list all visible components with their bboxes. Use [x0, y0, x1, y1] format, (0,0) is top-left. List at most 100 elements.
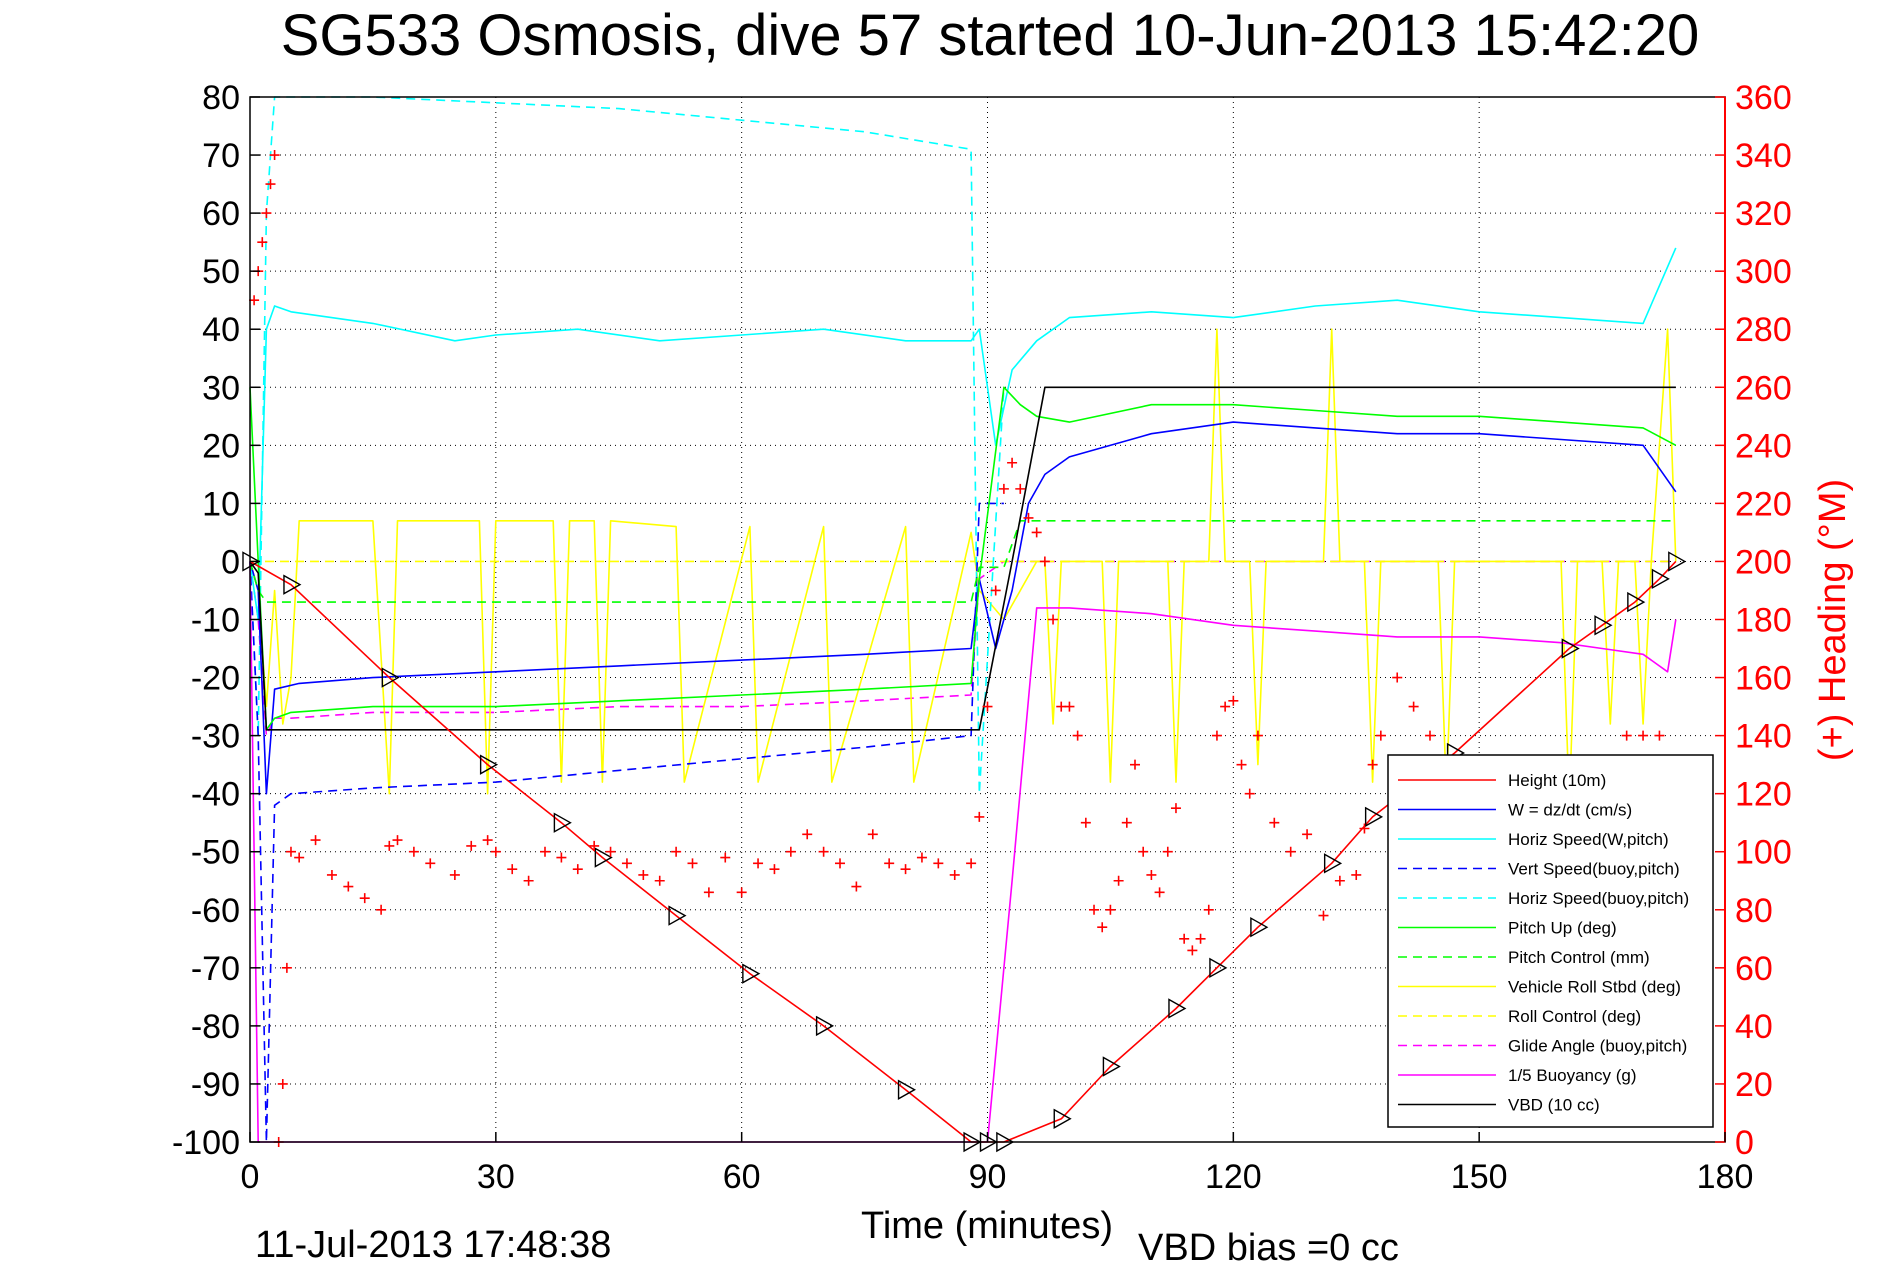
- legend-label: W = dz/dt (cm/s): [1508, 801, 1632, 820]
- heading-marker: [1220, 701, 1231, 712]
- heading-marker: [257, 237, 268, 248]
- heading-marker: [687, 858, 698, 869]
- left-axis: -100-90-80-70-60-50-40-30-20-10010203040…: [172, 79, 260, 1162]
- height-marker: [815, 1015, 835, 1037]
- heading-marker: [1195, 933, 1206, 944]
- heading-marker: [1621, 730, 1632, 741]
- heading-marker: [1031, 527, 1042, 538]
- heading-marker: [1130, 759, 1140, 770]
- heading-marker: [261, 208, 272, 219]
- heading-marker: [343, 881, 354, 892]
- height-marker: [283, 574, 302, 595]
- heading-marker: [736, 887, 747, 898]
- right-tick-label: 200: [1735, 543, 1792, 581]
- height-marker: [381, 667, 400, 688]
- right-tick-label: 160: [1735, 660, 1792, 698]
- heading-marker: [425, 858, 436, 869]
- heading-marker: [540, 846, 550, 857]
- heading-marker: [482, 835, 493, 846]
- heading-marker: [1203, 904, 1214, 915]
- heading-marker: [265, 179, 276, 190]
- heading-marker: [916, 852, 927, 863]
- height-marker: [897, 1079, 916, 1100]
- heading-marker: [1113, 875, 1124, 886]
- heading-marker: [1375, 730, 1386, 741]
- heading-marker: [1285, 846, 1296, 857]
- heading-marker: [1179, 933, 1190, 944]
- heading-marker: [310, 835, 321, 846]
- series-line-3: [249, 502, 1004, 1143]
- right-y-axis-label: (+) Heading (°M): [1812, 479, 1854, 761]
- heading-marker: [392, 835, 403, 846]
- heading-marker: [720, 852, 731, 863]
- legend-label: Roll Control (deg): [1508, 1007, 1641, 1026]
- heading-marker: [851, 881, 862, 892]
- right-tick-label: 80: [1735, 892, 1773, 930]
- height-marker: [1053, 1108, 1072, 1129]
- left-tick-label: -90: [191, 1066, 240, 1104]
- legend-label: Horiz Speed(W,pitch): [1508, 830, 1669, 849]
- left-tick-label: -40: [191, 776, 240, 814]
- legend-label: Height (10m): [1508, 771, 1606, 790]
- timestamp-footer: 11-Jul-2013 17:48:38: [255, 1224, 611, 1262]
- right-tick-label: 360: [1735, 79, 1792, 117]
- left-tick-label: -50: [191, 834, 240, 872]
- heading-marker: [281, 962, 292, 973]
- left-tick-label: 50: [202, 253, 240, 291]
- right-tick-label: 240: [1735, 427, 1792, 465]
- height-marker: [1323, 853, 1343, 874]
- series-line-0: [249, 560, 1677, 1143]
- legend-label: Pitch Control (mm): [1508, 948, 1650, 967]
- right-tick-label: 220: [1735, 485, 1792, 523]
- x-tick-label: 30: [477, 1158, 515, 1196]
- heading-marker: [1154, 887, 1165, 898]
- height-marker: [1364, 806, 1384, 828]
- legend-label: Vert Speed(buoy,pitch): [1508, 860, 1680, 879]
- heading-marker: [1097, 922, 1108, 933]
- heading-marker: [769, 864, 780, 875]
- heading-marker: [408, 846, 419, 857]
- heading-marker: [1244, 788, 1255, 799]
- left-tick-label: 70: [202, 137, 240, 175]
- x-tick-label: 150: [1451, 1158, 1508, 1196]
- left-tick-label: -60: [191, 892, 240, 930]
- heading-marker: [1072, 730, 1083, 741]
- heading-marker: [1121, 817, 1132, 828]
- height-marker: [1594, 615, 1613, 636]
- heading-marker: [1089, 904, 1100, 915]
- right-tick-label: 320: [1735, 195, 1792, 233]
- left-tick-label: 0: [221, 543, 240, 581]
- heading-marker: [703, 887, 714, 898]
- heading-marker: [933, 858, 944, 869]
- height-marker: [668, 905, 687, 926]
- right-tick-label: 120: [1735, 776, 1792, 814]
- height-marker: [742, 963, 761, 984]
- heading-marker: [1359, 823, 1370, 834]
- heading-marker: [1064, 701, 1075, 712]
- heading-marker: [966, 858, 977, 869]
- heading-marker: [1048, 614, 1059, 625]
- right-tick-label: 40: [1735, 1008, 1773, 1046]
- height-marker: [1627, 591, 1646, 613]
- heading-marker: [376, 904, 387, 915]
- left-tick-label: 20: [202, 427, 240, 465]
- heading-marker: [671, 846, 682, 857]
- heading-marker: [1187, 945, 1198, 956]
- heading-marker: [589, 840, 600, 851]
- heading-marker: [949, 869, 960, 880]
- heading-marker: [1269, 817, 1280, 828]
- heading-marker: [753, 858, 764, 869]
- height-marker: [594, 847, 613, 868]
- heading-marker: [982, 701, 993, 712]
- height-marker: [1651, 568, 1670, 590]
- height-marker: [1668, 551, 1687, 572]
- height-marker: [242, 551, 261, 572]
- heading-marker: [490, 846, 501, 857]
- left-tick-label: 40: [202, 311, 240, 349]
- series-line-7: [249, 328, 1677, 807]
- heading-marker: [277, 1078, 288, 1089]
- x-axis-label: Time (minutes): [861, 1205, 1113, 1247]
- height-marker: [1209, 957, 1228, 979]
- x-tick-label: 180: [1697, 1158, 1754, 1196]
- heading-marker: [1023, 512, 1034, 523]
